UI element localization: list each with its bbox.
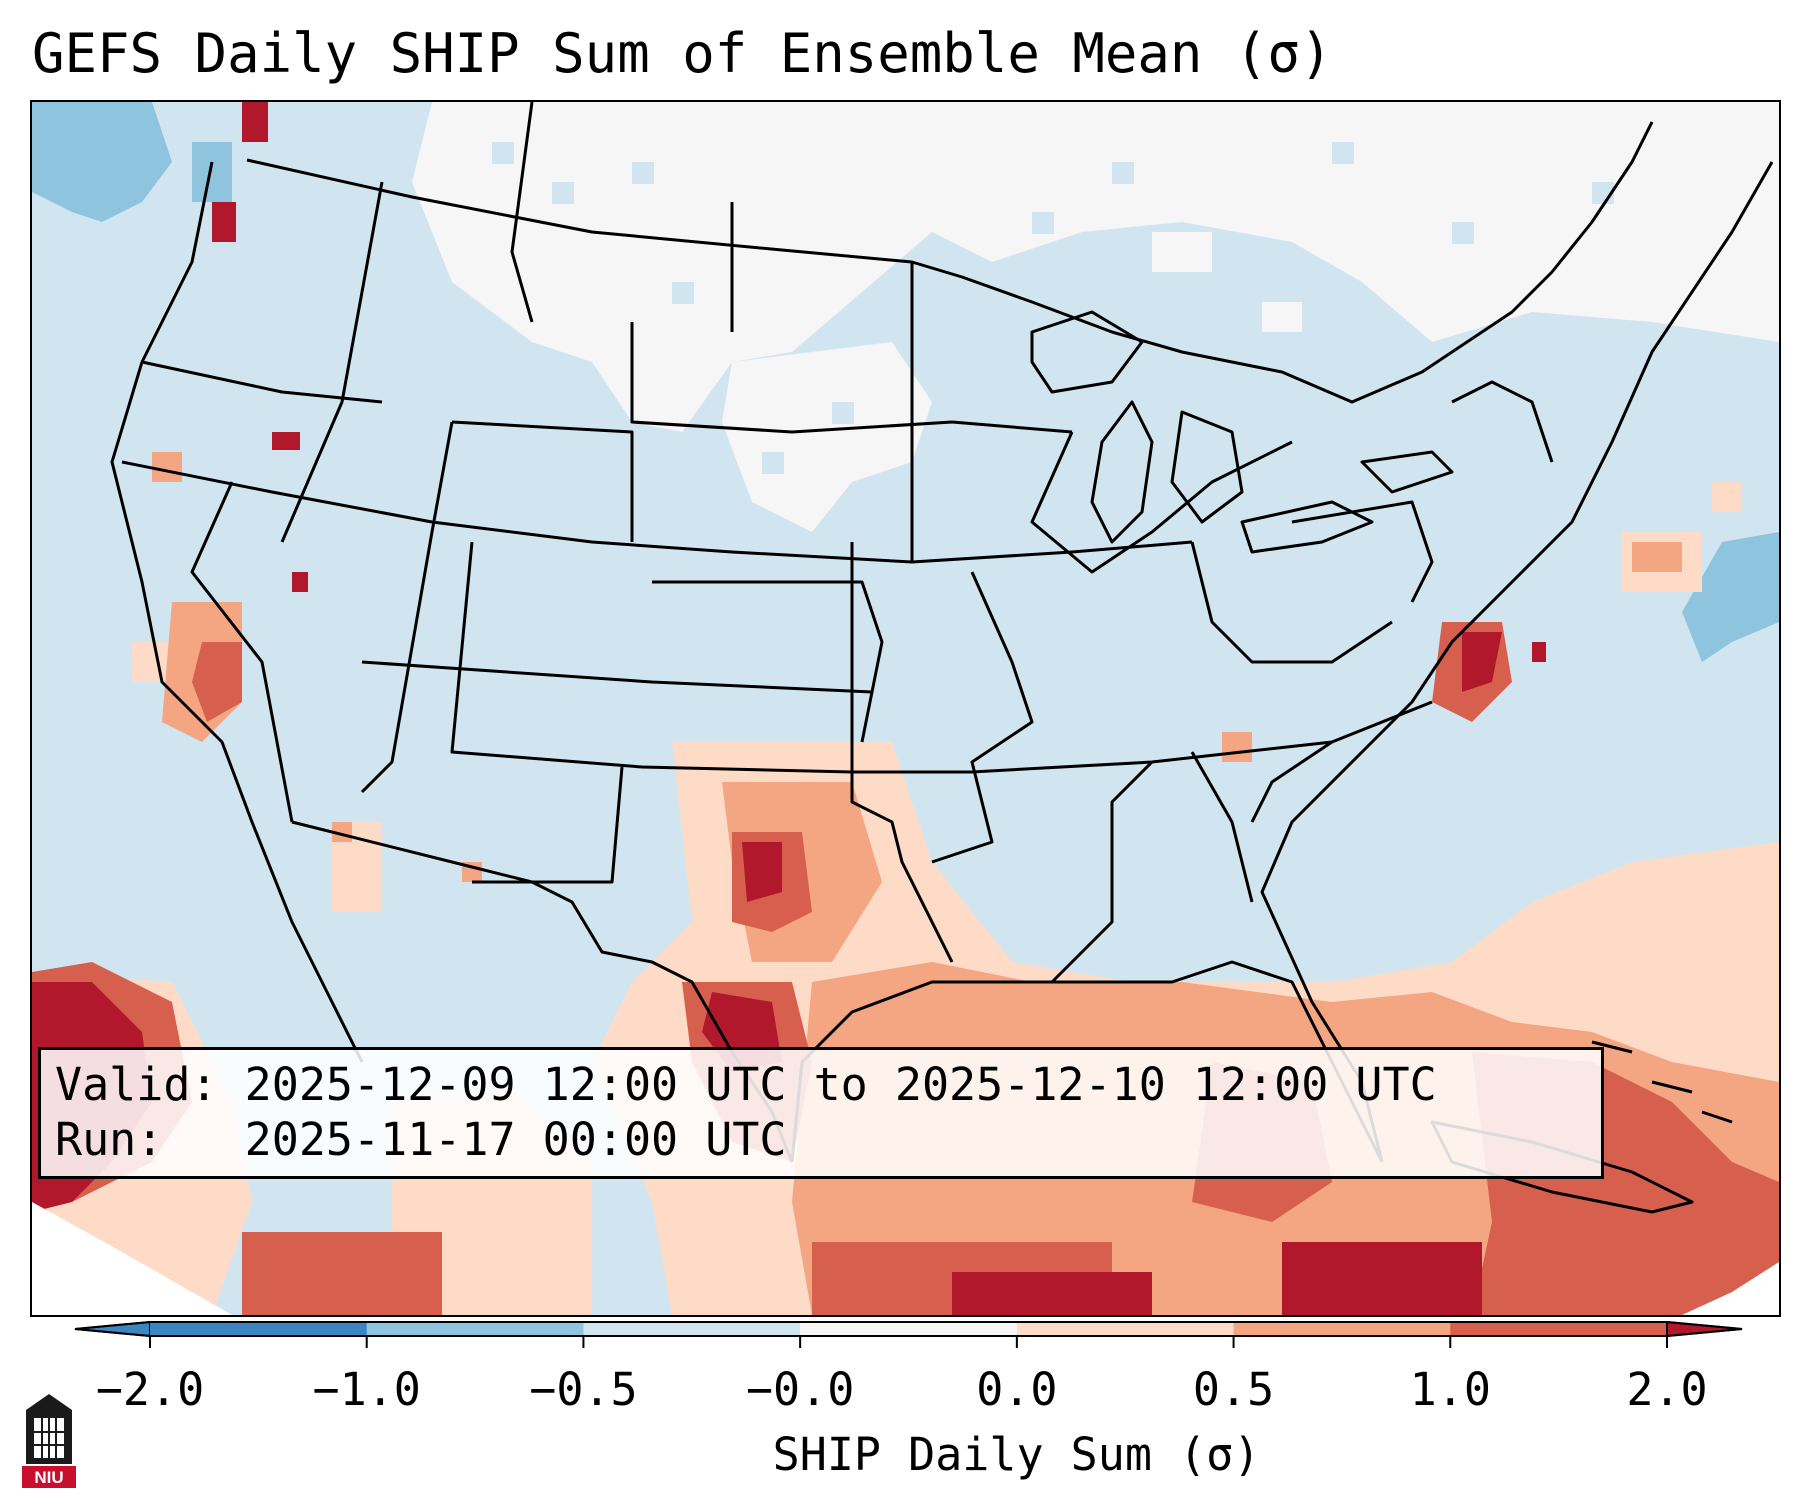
colorbar-tick-label: 0.0 xyxy=(976,1363,1058,1416)
colorbar-tick-label: −0.0 xyxy=(745,1363,855,1416)
colorbar-label: SHIP Daily Sum (σ) xyxy=(772,1428,1261,1481)
colorbar-segment xyxy=(583,1322,801,1336)
boundary-lines xyxy=(110,102,1774,1214)
colorbar-extend-high xyxy=(1666,1320,1743,1338)
colorbar-tick-label: 2.0 xyxy=(1626,1363,1708,1416)
colorbar-outline xyxy=(74,1321,1743,1337)
valid-time-text: Valid: 2025-12-09 12:00 UTC to 2025-12-1… xyxy=(55,1058,1437,1111)
colorbar-segment xyxy=(1450,1322,1668,1336)
near-zero-field xyxy=(412,102,1779,532)
colorbar-tick-label: −2.0 xyxy=(95,1363,205,1416)
colorbar-segment xyxy=(366,1322,584,1336)
niu-logo: NIU xyxy=(22,1394,76,1488)
colorbar-extend-low xyxy=(74,1320,151,1338)
colorbar-segment xyxy=(800,1322,1018,1336)
chart-title: GEFS Daily SHIP Sum of Ensemble Mean (σ) xyxy=(32,22,1333,85)
colorbar-tick-label: −0.5 xyxy=(529,1363,638,1416)
colorbar-segment xyxy=(1233,1322,1451,1336)
colorbar-segment xyxy=(1016,1322,1235,1336)
colorbar-tick-label: −1.0 xyxy=(312,1363,421,1416)
run-time-text: Run: 2025-11-17 00:00 UTC xyxy=(55,1113,787,1166)
colorbar-tick-label: 1.0 xyxy=(1409,1363,1491,1416)
logo-text: NIU xyxy=(34,1468,63,1487)
info-box: Valid: 2025-12-09 12:00 UTC to 2025-12-1… xyxy=(38,1047,1604,1179)
colorbar-segment xyxy=(150,1322,368,1336)
projection-mask xyxy=(32,1202,1779,1315)
light-blue-speckles xyxy=(492,142,1614,474)
colorbar-tick-label: 0.5 xyxy=(1192,1363,1275,1416)
